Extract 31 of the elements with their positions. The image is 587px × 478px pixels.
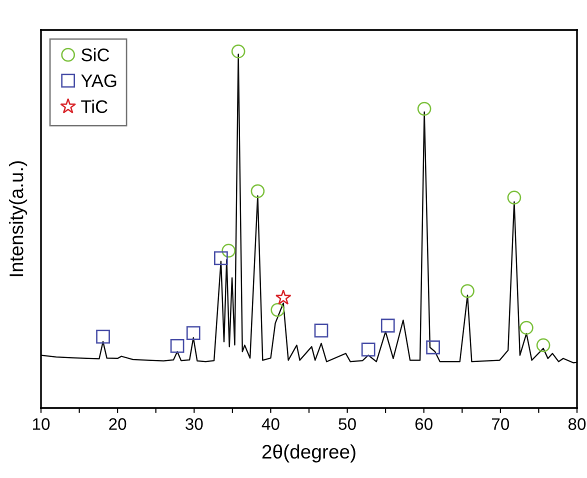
point [460,284,474,298]
point [96,330,110,344]
point [270,302,285,317]
x-axis-title: 2θ(degree) [262,444,356,462]
x-tick-label: 50 [338,418,356,430]
y-axis-title: Intensity(a.u.) [8,161,28,276]
point [250,184,265,198]
point [275,289,292,305]
point [361,342,376,356]
point [231,44,246,58]
x-tick-label: 70 [492,418,510,430]
point [214,251,228,266]
x-tick-label: 30 [186,418,203,430]
x-tick-label: 10 [33,418,50,430]
legend-label: TiC [81,100,108,114]
point [426,340,440,354]
legend-label: YAG [81,74,116,88]
x-tick-label: 80 [568,418,586,430]
x-tick-label: 20 [109,418,126,430]
point [380,318,395,333]
point [520,320,534,335]
point [507,190,522,205]
point [186,326,200,340]
point [314,324,328,338]
point [170,339,184,353]
legend-label: SiC [82,48,110,62]
point [417,102,432,116]
point [536,338,550,352]
point [222,244,236,258]
x-tick-label: 60 [415,418,432,430]
x-tick-label: 40 [262,418,280,430]
